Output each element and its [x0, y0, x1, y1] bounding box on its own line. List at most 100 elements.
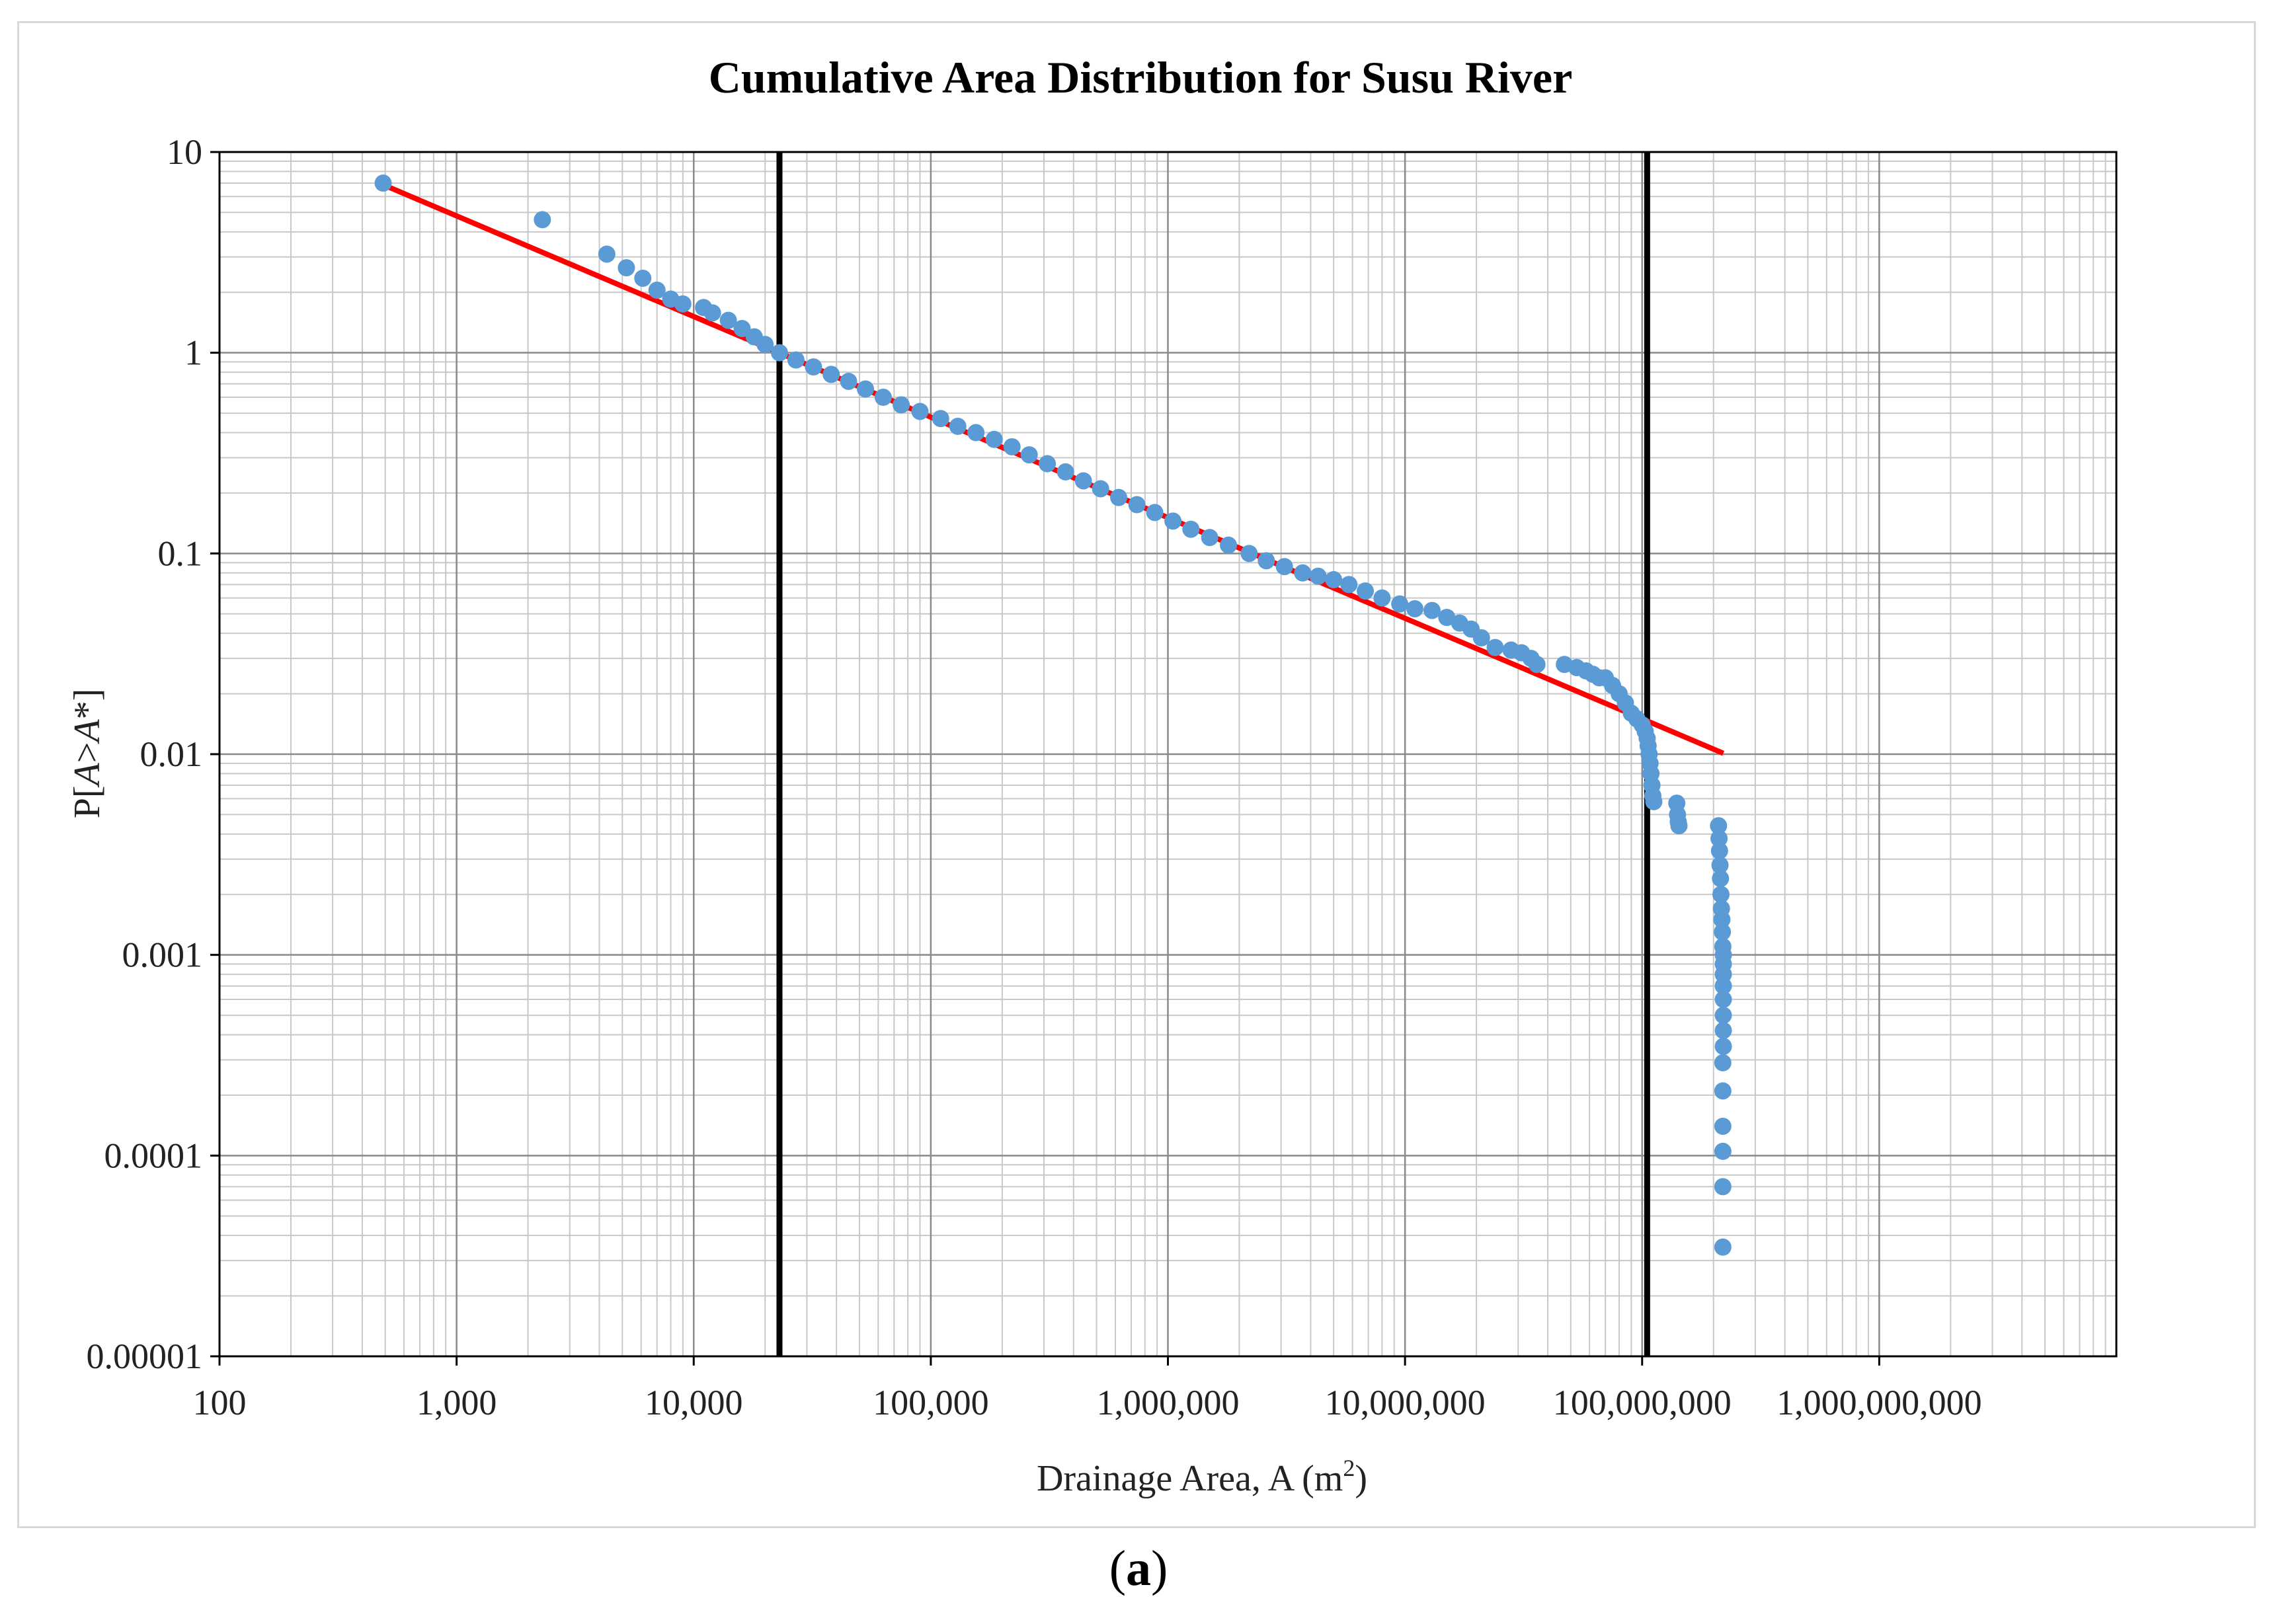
data-point — [840, 372, 858, 390]
fit-line-series — [384, 183, 1725, 756]
data-point — [703, 304, 721, 322]
data-point — [1128, 496, 1146, 514]
data-point — [770, 344, 788, 362]
data-point — [1714, 977, 1732, 995]
data-point — [822, 366, 840, 383]
data-point — [1713, 911, 1731, 929]
data-point — [1714, 1238, 1732, 1256]
observed-points-series — [374, 174, 1732, 1256]
data-point — [1438, 609, 1456, 627]
y-axis-label: P[A>A*] — [67, 689, 108, 818]
x-axis-label-main: Drainage Area, A (m — [1037, 1458, 1343, 1499]
data-point — [634, 269, 652, 287]
x-axis-label-close: ) — [1355, 1458, 1367, 1499]
x-tick-label: 1,000 — [417, 1383, 497, 1422]
figure-caption: (a) — [0, 1540, 2277, 1598]
data-point — [805, 358, 822, 376]
y-axis-label-var1: A — [67, 762, 108, 788]
data-point — [618, 259, 635, 277]
data-point — [1712, 870, 1730, 888]
data-point — [1294, 564, 1312, 582]
x-tick-label: 100,000 — [873, 1383, 989, 1422]
data-point — [1309, 567, 1327, 585]
y-axis-label-gt: > — [67, 742, 108, 763]
data-point — [648, 281, 666, 299]
data-point — [1039, 455, 1057, 473]
data-point — [1472, 629, 1490, 646]
data-point — [1146, 504, 1164, 522]
data-point — [1423, 601, 1441, 619]
data-point — [1373, 589, 1391, 607]
data-point — [874, 389, 892, 406]
x-tick-label: 10,000,000 — [1325, 1383, 1486, 1422]
data-point — [1182, 520, 1200, 538]
x-tick-label: 10,000 — [645, 1383, 743, 1422]
caption-letter: a — [1126, 1541, 1151, 1596]
data-point — [534, 211, 551, 229]
data-point — [374, 174, 392, 192]
data-point — [1714, 1082, 1732, 1100]
data-point — [1714, 1117, 1732, 1135]
data-point — [1714, 923, 1732, 941]
data-point — [1340, 576, 1358, 594]
x-tick-label: 1,000,000 — [1097, 1383, 1240, 1422]
y-tick-label: 0.1 — [158, 533, 203, 573]
data-point — [1710, 817, 1728, 835]
data-point — [1074, 472, 1092, 490]
x-tick-label: 100 — [193, 1383, 247, 1422]
data-point — [1406, 600, 1423, 618]
y-axis-label-suffix: *] — [67, 689, 108, 720]
data-point — [1714, 1038, 1732, 1056]
y-tick-label: 0.01 — [140, 734, 203, 774]
data-point — [1710, 842, 1728, 860]
data-point — [674, 295, 692, 313]
data-point — [1710, 830, 1728, 847]
data-point — [756, 336, 774, 354]
data-point — [985, 430, 1003, 448]
data-point — [911, 403, 929, 420]
data-point — [1486, 638, 1504, 656]
data-point — [1714, 1022, 1732, 1040]
data-point — [967, 424, 985, 442]
x-axis-label-superscript: 2 — [1343, 1455, 1355, 1481]
data-point — [949, 417, 967, 435]
data-point — [1057, 463, 1074, 481]
y-axis-label-prefix: P[ — [67, 785, 108, 818]
data-point — [1714, 1007, 1732, 1025]
data-point — [1275, 558, 1293, 576]
data-point — [1712, 886, 1730, 904]
data-point — [1003, 438, 1021, 455]
chart-title: Cumulative Area Distribution for Susu Ri… — [709, 52, 1573, 102]
y-axis-label-var2: A — [67, 719, 108, 745]
data-point — [932, 410, 949, 428]
caption-close: ) — [1151, 1541, 1168, 1596]
data-point — [893, 396, 910, 414]
y-axis-tick-labels: 10 1 0.1 0.01 0.001 0.0001 0.00001 — [87, 132, 220, 1376]
major-grid — [220, 152, 2116, 1356]
data-point — [1020, 446, 1038, 464]
data-point — [1714, 1178, 1732, 1196]
y-tick-label: 0.001 — [122, 935, 203, 975]
data-point — [1164, 512, 1182, 530]
y-tick-label: 10 — [167, 132, 202, 172]
x-axis-tick-labels: 100 1,000 10,000 100,000 1,000,000 10,000,000… — [193, 1356, 1982, 1422]
y-tick-label: 1 — [184, 333, 202, 373]
data-point — [1645, 793, 1663, 810]
data-point — [1201, 529, 1218, 547]
fit-line — [384, 183, 1725, 756]
data-point — [787, 351, 805, 369]
data-point — [1357, 582, 1375, 600]
data-point — [1220, 536, 1238, 554]
x-axis-label: Drainage Area, A (m2) — [1037, 1455, 1367, 1499]
y-tick-label: 0.0001 — [104, 1136, 203, 1175]
data-point — [1391, 595, 1409, 613]
data-point — [856, 380, 874, 398]
data-point — [1092, 480, 1109, 498]
data-point — [1714, 1142, 1732, 1160]
chart-frame — [17, 21, 2256, 1528]
data-point — [1670, 817, 1688, 835]
data-point — [1110, 488, 1128, 506]
data-point — [1325, 571, 1343, 589]
x-tick-label: 100,000,000 — [1553, 1383, 1732, 1422]
